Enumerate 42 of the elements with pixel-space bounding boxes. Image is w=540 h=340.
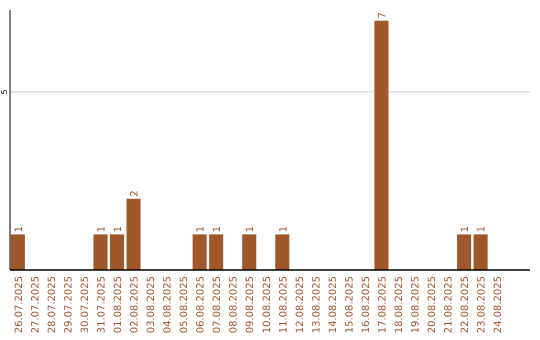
y-tick-label: 5 bbox=[0, 89, 9, 94]
x-tick-label: 09.08.2025 bbox=[245, 276, 256, 334]
x-tick-label: 27.07.2025 bbox=[30, 276, 42, 334]
data-label: 1 bbox=[14, 226, 25, 232]
x-tick-label: 31.07.2025 bbox=[96, 276, 108, 334]
x-tick-label: 06.08.2025 bbox=[196, 276, 207, 334]
x-tick-label: 10.08.2025 bbox=[262, 276, 273, 334]
data-label: 1 bbox=[278, 226, 290, 232]
x-tick-label: 26.07.2025 bbox=[14, 276, 25, 334]
x-tick-label: 19.08.2025 bbox=[410, 276, 422, 334]
x-tick-label: 20.08.2025 bbox=[427, 276, 438, 334]
x-tick-label: 28.07.2025 bbox=[46, 276, 58, 334]
data-label: 1 bbox=[196, 226, 207, 232]
x-tick-label: 12.08.2025 bbox=[294, 276, 306, 334]
data-label: 2 bbox=[130, 190, 141, 197]
data-label: 1 bbox=[245, 226, 256, 232]
x-tick-label: 02.08.2025 bbox=[130, 276, 141, 334]
x-tick-label: 05.08.2025 bbox=[179, 276, 190, 334]
x-tick-label: 17.08.2025 bbox=[377, 276, 388, 334]
x-tick-label: 14.08.2025 bbox=[328, 276, 339, 334]
x-tick-label: 29.07.2025 bbox=[63, 276, 74, 334]
x-tick-label: 08.08.2025 bbox=[228, 276, 240, 334]
x-tick-label: 15.08.2025 bbox=[344, 276, 356, 334]
data-label: 1 bbox=[212, 226, 224, 232]
data-label: 1 bbox=[476, 226, 488, 232]
x-tick-label: 16.08.2025 bbox=[360, 276, 372, 334]
x-tick-label: 21.08.2025 bbox=[444, 276, 455, 334]
x-tick-label: 13.08.2025 bbox=[311, 276, 322, 334]
data-label: 1 bbox=[460, 226, 472, 232]
x-tick-label: 03.08.2025 bbox=[146, 276, 158, 334]
x-tick-label: 23.08.2025 bbox=[476, 276, 488, 334]
data-label: 1 bbox=[96, 226, 108, 232]
x-tick-label: 24.08.2025 bbox=[493, 276, 504, 334]
x-tick-label: 30.07.2025 bbox=[80, 276, 91, 334]
data-label: 7 bbox=[377, 12, 388, 19]
x-tick-label: 22.08.2025 bbox=[460, 276, 472, 334]
x-tick-label: 11.08.2025 bbox=[278, 276, 290, 334]
x-tick-label: 04.08.2025 bbox=[162, 276, 174, 334]
x-tick-label: 01.08.2025 bbox=[113, 276, 124, 334]
data-label: 1 bbox=[113, 226, 124, 232]
x-tick-label: 18.08.2025 bbox=[394, 276, 405, 334]
x-tick-label: 07.08.2025 bbox=[212, 276, 224, 334]
